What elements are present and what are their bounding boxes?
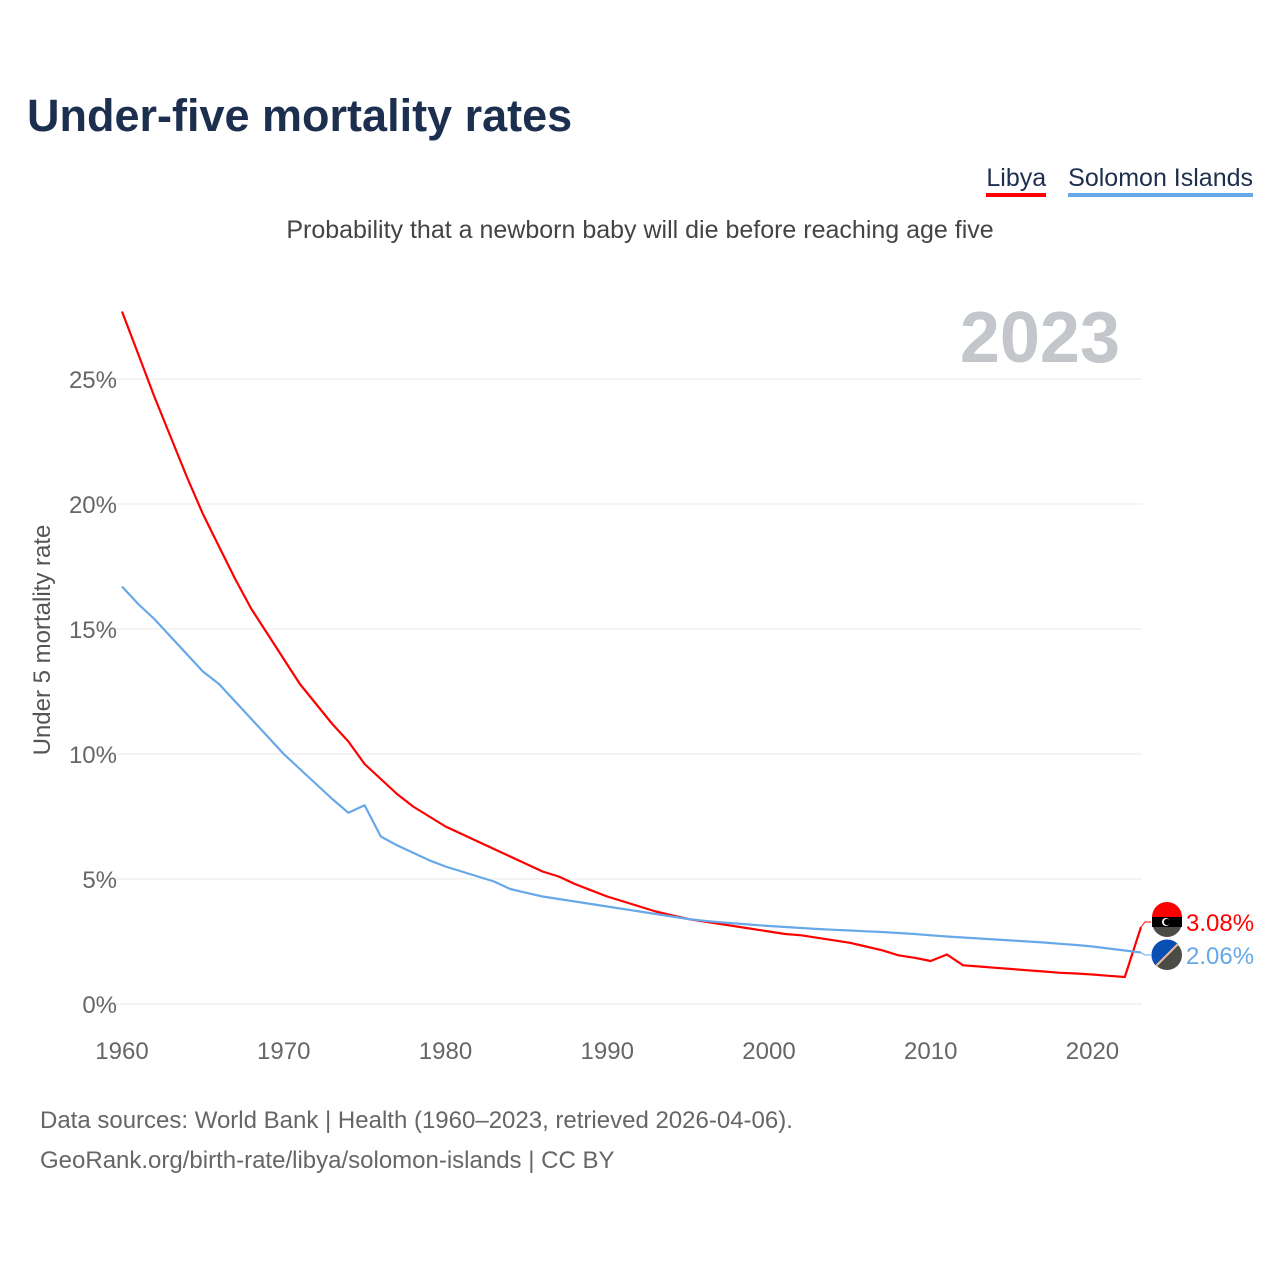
- y-tick-label: 15%: [69, 617, 117, 644]
- libya-flag-icon: [1152, 902, 1182, 937]
- y-tick-label: 25%: [69, 367, 117, 394]
- legend-item-solomon-islands[interactable]: Solomon Islands: [1068, 164, 1253, 197]
- legend-item-libya[interactable]: Libya: [986, 164, 1047, 197]
- chart-subtitle: Probability that a newborn baby will die…: [286, 216, 994, 244]
- x-tick-label: 1970: [257, 1038, 310, 1065]
- page-title: Under-five mortality rates: [27, 90, 573, 141]
- x-tick-label: 2010: [904, 1038, 957, 1065]
- source-line-2[interactable]: GeoRank.org/birth-rate/libya/solomon-isl…: [40, 1147, 615, 1174]
- end-connector: [1140, 952, 1151, 956]
- solomon-islands-flag-icon: [1151, 939, 1182, 970]
- series-line-libya[interactable]: [120, 311, 1143, 979]
- y-axis-label: Under 5 mortality rate: [29, 525, 56, 756]
- x-tick-label: 1980: [419, 1038, 472, 1065]
- y-tick-label: 0%: [82, 992, 117, 1019]
- source-line-1: Data sources: World Bank | Health (1960–…: [40, 1107, 793, 1134]
- series-line-solomon-islands[interactable]: [121, 585, 1142, 954]
- end-connector: [1140, 921, 1151, 928]
- end-value-label: 3.08%: [1186, 910, 1254, 937]
- y-tick-label: 5%: [82, 867, 117, 894]
- x-tick-label: 1990: [581, 1038, 634, 1065]
- x-tick-label: 1960: [95, 1038, 148, 1065]
- y-tick-label: 20%: [69, 492, 117, 519]
- x-tick-label: 2000: [742, 1038, 795, 1065]
- legend: Libya Solomon Islands: [986, 164, 1253, 197]
- end-value-label: 2.06%: [1186, 943, 1254, 970]
- y-tick-label: 10%: [69, 742, 117, 769]
- year-label: 2023: [960, 298, 1120, 378]
- x-tick-label: 2020: [1066, 1038, 1119, 1065]
